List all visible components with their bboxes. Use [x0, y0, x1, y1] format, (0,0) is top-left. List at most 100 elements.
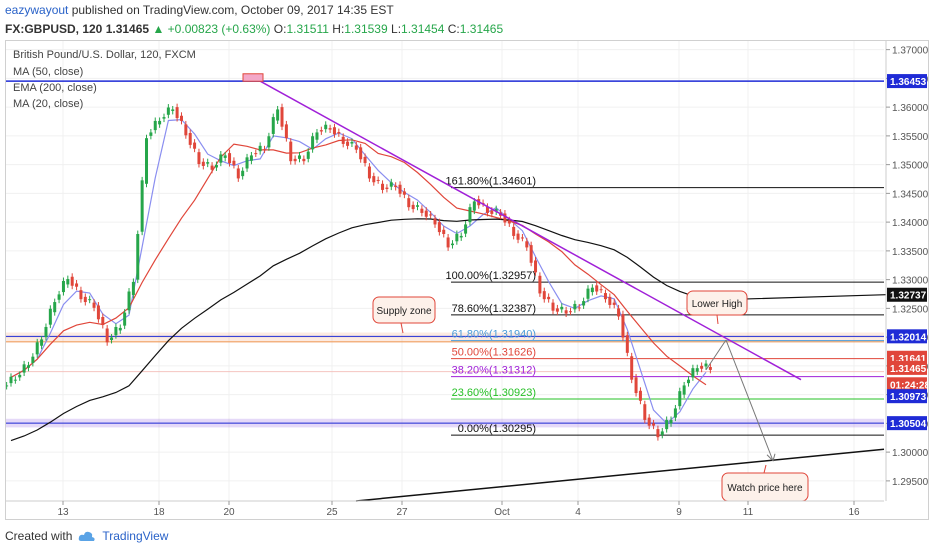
tradingview-brand[interactable]: TradingView: [102, 529, 169, 543]
price-badge: [887, 74, 927, 89]
projection-path: [725, 339, 774, 461]
candle-body: [236, 168, 240, 179]
candle-body: [673, 408, 677, 418]
candle-body: [302, 158, 306, 162]
candle-body: [568, 311, 572, 313]
candle-body: [507, 220, 511, 224]
symbol-label: FX:GBPUSD, 120: [5, 22, 103, 36]
candle-body: [437, 222, 441, 233]
time-tick-label: 4: [575, 507, 581, 518]
candle-body: [280, 107, 284, 127]
candle-body: [472, 201, 476, 211]
candle-body: [464, 224, 468, 234]
price-badge-label: 1.36453: [890, 77, 927, 88]
candle-body: [389, 182, 393, 187]
candle-body: [201, 161, 205, 166]
legend: British Pound/U.S. Dollar, 120, FXCM MA …: [13, 49, 196, 110]
candle-body: [420, 208, 424, 213]
time-tick-label: Oct: [494, 507, 510, 518]
candle-body: [534, 260, 538, 273]
footer: Created with TradingView: [5, 526, 168, 546]
candle-body: [31, 356, 35, 363]
up-arrow-icon: ▲: [152, 22, 165, 36]
price-tick-label: 1.32500: [892, 304, 928, 315]
candle-body: [153, 120, 157, 131]
candle-body: [228, 153, 232, 164]
candle-body: [582, 301, 586, 306]
top-marker: [242, 73, 264, 82]
price-tick-label: 1.29500: [892, 477, 928, 488]
candle-body: [359, 147, 363, 160]
close-label: C:: [447, 22, 460, 36]
candle-body: [638, 390, 642, 401]
price-tick-label: 1.34000: [892, 218, 928, 229]
candle-body: [131, 281, 135, 295]
candle-body: [608, 296, 612, 305]
low-label: L:: [391, 22, 402, 36]
candle-body: [223, 155, 227, 158]
candle-body: [145, 138, 149, 184]
open-value: 1.31511: [286, 22, 329, 36]
time-tick-label: 16: [848, 507, 860, 518]
candle-body: [114, 326, 118, 336]
high-value: 1.31539: [344, 22, 388, 36]
candle-body: [18, 374, 22, 378]
chart-header: eazywayout published on TradingView.com,…: [0, 0, 932, 40]
candle-body: [53, 302, 57, 313]
candle-body: [346, 141, 350, 146]
high-label: H:: [332, 22, 345, 36]
candle-body: [394, 185, 398, 188]
candle-body: [22, 364, 26, 373]
zones: [6, 80, 884, 428]
lower-high-callout-label: Lower High: [692, 299, 743, 310]
descending-trendline: [252, 76, 802, 381]
candle-body: [652, 423, 656, 426]
candle-body: [599, 289, 603, 291]
candle-body: [206, 162, 210, 164]
candle-body: [293, 158, 297, 162]
candle-body: [332, 127, 336, 135]
candle-body: [560, 306, 564, 310]
candle-body: [140, 180, 144, 232]
candle-body: [564, 310, 568, 314]
candle-body: [96, 305, 100, 320]
candle-body: [166, 107, 170, 115]
candle-body: [700, 365, 704, 369]
candle-body: [660, 431, 664, 435]
published-text: published on TradingView.com, October 09…: [68, 3, 394, 17]
candle-body: [214, 165, 218, 168]
legend-ema200: EMA (200, close): [13, 82, 97, 94]
candle-body: [219, 154, 223, 163]
candle-body: [197, 152, 201, 165]
candle-body: [70, 276, 74, 286]
low-value: 1.31454: [401, 22, 445, 36]
price-chart[interactable]: 161.80%(1.34601) 100.00%(1.32957) 78.60%(1…: [6, 41, 928, 519]
author-link[interactable]: eazywayout: [5, 3, 69, 17]
candle-body: [297, 155, 301, 159]
price-axis: 1.370001.365001.360001.355001.350001.345…: [885, 41, 928, 501]
candle-body: [551, 302, 555, 311]
candle-body: [175, 107, 179, 119]
chart-panel[interactable]: 161.80%(1.34601) 100.00%(1.32957) 78.60%(1…: [5, 40, 929, 520]
price-badge-label: 1.30504: [890, 419, 927, 430]
candle-body: [446, 237, 450, 248]
ohlc-line: FX:GBPUSD, 120 1.31465 ▲ +0.00823 (+0.63…: [5, 22, 503, 36]
candle-body: [573, 303, 577, 310]
candle-body: [647, 417, 651, 426]
fib-label: 50.00%(1.31626): [452, 347, 536, 359]
time-tick-label: 9: [676, 507, 682, 518]
candle-body: [105, 328, 109, 343]
candle-body: [83, 296, 87, 303]
price-tick-label: 1.33500: [892, 247, 928, 258]
candle-body: [232, 160, 236, 166]
fib-label: 161.80%(1.34601): [445, 176, 536, 188]
candle-body: [603, 293, 607, 300]
candle-body: [289, 141, 293, 162]
fib-label: 0.00%(1.30295): [458, 423, 536, 435]
candle-body: [26, 365, 30, 368]
legend-ma50: MA (50, close): [13, 66, 83, 78]
candle-body: [123, 312, 127, 326]
price-badge-label: 1.30973: [890, 392, 927, 403]
candle-body: [512, 226, 516, 236]
candle-body: [276, 109, 280, 121]
